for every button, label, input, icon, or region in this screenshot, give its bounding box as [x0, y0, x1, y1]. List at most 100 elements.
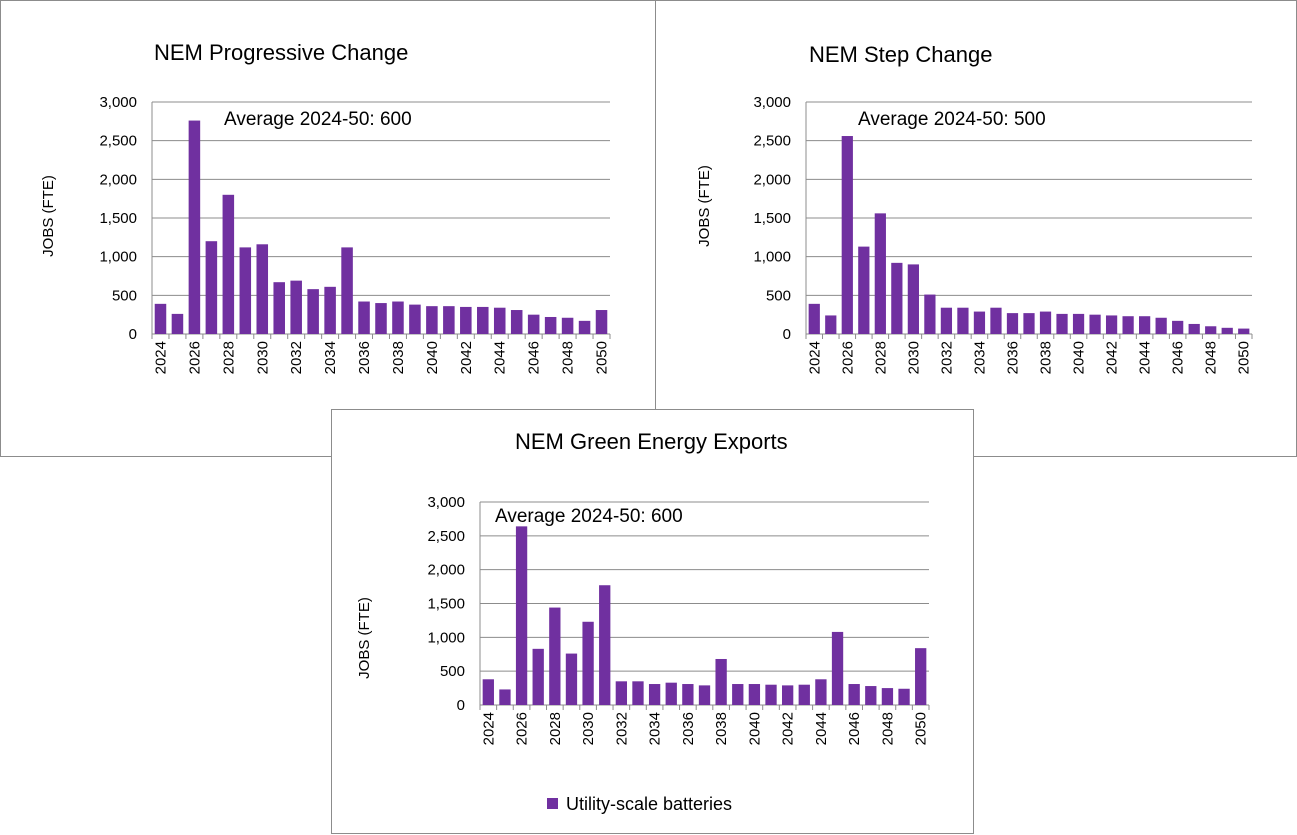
x-tick-label: 2028 — [872, 341, 889, 374]
bar-2029 — [891, 262, 903, 334]
x-tick-label: 2042 — [1104, 341, 1121, 374]
bar-2029 — [565, 653, 578, 705]
bar-2024 — [154, 303, 167, 334]
bar-2032 — [615, 681, 628, 705]
x-tick-label: 2034 — [322, 341, 339, 374]
x-tick-label: 2024 — [152, 341, 169, 374]
y-tick-label: 500 — [440, 663, 465, 680]
bar-2032 — [290, 280, 302, 334]
x-tick-label: 2030 — [905, 341, 922, 374]
bar-2048 — [881, 688, 894, 705]
bar-2026 — [515, 526, 528, 705]
average-annotation: Average 2024-50: 500 — [858, 109, 1046, 130]
bar-2040 — [426, 306, 438, 334]
chart-panel-green-energy-exports: NEM Green Energy Exports JOBS (FTE) Aver… — [331, 409, 974, 834]
legend-label: Utility-scale batteries — [566, 794, 732, 814]
bar-2033 — [957, 307, 969, 334]
bar-2046 — [848, 684, 860, 705]
bar-2027 — [532, 648, 544, 705]
bar-2035 — [341, 247, 353, 334]
y-tick-label: 0 — [457, 697, 465, 714]
bar-2034 — [973, 311, 986, 334]
y-tick-label: 3,000 — [427, 494, 465, 511]
bar-2035 — [990, 307, 1002, 334]
x-tick-label: 2042 — [780, 712, 797, 745]
bar-2041 — [765, 684, 777, 705]
bar-2026 — [841, 136, 853, 334]
chart-panel-progressive-change: NEM Progressive Change JOBS (FTE) Averag… — [0, 0, 656, 457]
y-tick-label: 0 — [129, 326, 137, 343]
bar-2041 — [1089, 314, 1101, 334]
x-tick-label: 2040 — [1071, 341, 1088, 374]
bar-2035 — [665, 682, 677, 705]
x-tick-label: 2026 — [839, 341, 856, 374]
bar-2040 — [748, 684, 761, 705]
bar-2043 — [1122, 316, 1134, 334]
y-axis-label: JOBS (FTE) — [40, 175, 57, 257]
x-tick-label: 2028 — [547, 712, 564, 745]
x-tick-label: 2044 — [492, 341, 509, 374]
x-tick-label: 2024 — [480, 712, 497, 745]
y-axis-label: JOBS (FTE) — [356, 597, 373, 679]
bar-2050 — [915, 648, 927, 705]
bar-2045 — [1155, 317, 1167, 334]
bar-2037 — [375, 303, 387, 334]
bar-2025 — [499, 689, 511, 705]
bar-2048 — [1205, 326, 1217, 334]
x-tick-label: 2032 — [938, 341, 955, 374]
y-tick-label: 2,500 — [99, 133, 137, 150]
x-tick-label: 2038 — [1038, 341, 1055, 374]
bar-2028 — [874, 213, 886, 334]
chart-green-energy-exports: NEM Green Energy Exports JOBS (FTE) Aver… — [356, 429, 930, 814]
bar-2045 — [510, 310, 523, 334]
x-tick-label: 2024 — [806, 341, 823, 374]
x-tick-label: 2028 — [220, 341, 237, 374]
bar-2036 — [1006, 313, 1019, 334]
y-tick-label: 1,500 — [99, 210, 137, 227]
x-tick-label: 2036 — [680, 712, 697, 745]
chart-progressive-change: NEM Progressive Change JOBS (FTE) Averag… — [40, 40, 611, 374]
bar-2028 — [549, 607, 561, 705]
bar-2050 — [1238, 328, 1250, 334]
bar-2031 — [924, 294, 936, 334]
x-tick-label: 2050 — [913, 712, 930, 745]
bar-2028 — [222, 194, 235, 334]
bar-2048 — [561, 317, 574, 334]
x-tick-label: 2046 — [846, 712, 863, 745]
bar-2039 — [732, 684, 744, 705]
bar-2030 — [582, 621, 594, 705]
bar-2024 — [482, 679, 494, 705]
y-tick-label: 3,000 — [99, 94, 137, 111]
bar-2042 — [460, 306, 472, 334]
bar-2049 — [898, 688, 910, 705]
y-tick-label: 1,000 — [99, 249, 137, 266]
x-tick-label: 2042 — [458, 341, 475, 374]
bar-2029 — [239, 247, 252, 334]
y-axis-label: JOBS (FTE) — [696, 165, 713, 247]
x-tick-label: 2030 — [580, 712, 597, 745]
bar-2034 — [324, 286, 336, 334]
bar-2034 — [648, 684, 661, 705]
x-tick-label: 2044 — [1137, 341, 1154, 374]
y-tick-label: 2,500 — [753, 133, 791, 150]
x-tick-label: 2046 — [526, 341, 543, 374]
y-tick-label: 1,500 — [753, 210, 791, 227]
x-tick-label: 2048 — [879, 712, 896, 745]
bar-2037 — [698, 685, 711, 705]
bar-2044 — [1139, 316, 1151, 334]
bar-2046 — [1172, 320, 1184, 334]
x-tick-label: 2036 — [1004, 341, 1021, 374]
bar-2025 — [171, 313, 184, 334]
y-tick-label: 2,000 — [427, 562, 465, 579]
bar-2039 — [1056, 313, 1068, 334]
x-tick-label: 2048 — [1203, 341, 1220, 374]
bar-2037 — [1023, 313, 1035, 334]
x-tick-label: 2032 — [288, 341, 305, 374]
bar-2031 — [599, 585, 611, 705]
bar-2033 — [632, 681, 644, 705]
bar-2030 — [256, 244, 269, 334]
x-tick-label: 2046 — [1170, 341, 1187, 374]
x-tick-label: 2026 — [186, 341, 203, 374]
bar-2039 — [409, 304, 421, 334]
bar-2030 — [907, 264, 919, 334]
